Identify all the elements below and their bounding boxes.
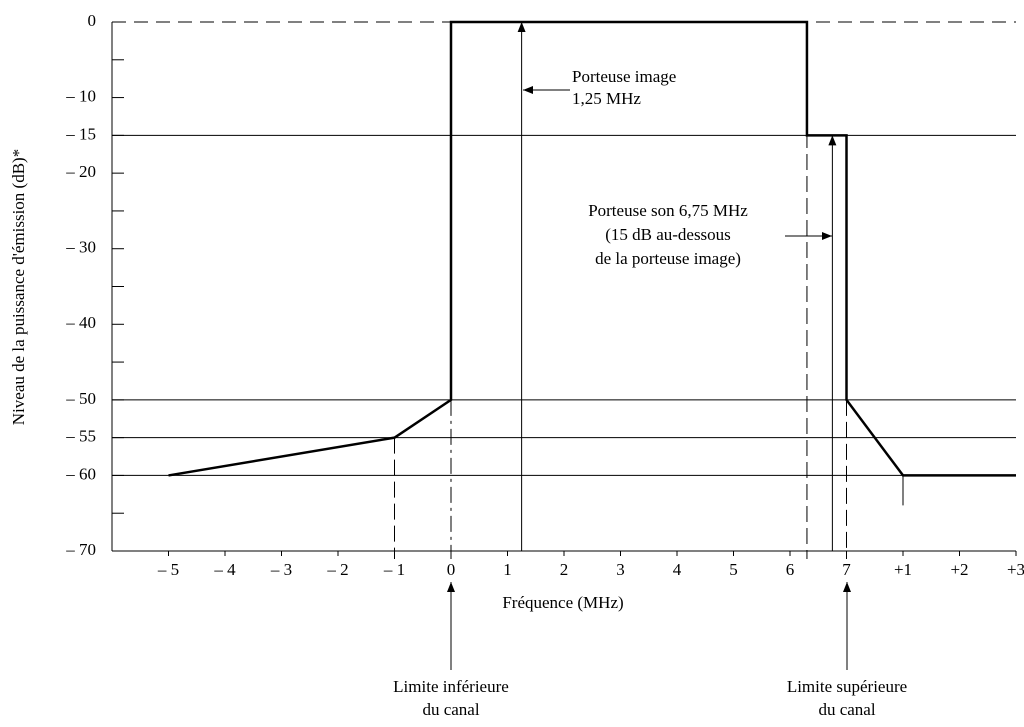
annotation: Porteuse image bbox=[572, 67, 676, 86]
y-tick-label: 0 bbox=[88, 11, 97, 30]
x-tick-label: 6 bbox=[786, 560, 795, 579]
y-tick-label: – 30 bbox=[65, 238, 96, 257]
x-tick-label: 1 bbox=[503, 560, 512, 579]
mask-line bbox=[168, 20, 1016, 477]
x-tick-label: – 4 bbox=[213, 560, 236, 579]
x-tick-label: 5 bbox=[729, 560, 738, 579]
x-axis-label: Fréquence (MHz) bbox=[502, 593, 623, 612]
y-tick-label: – 10 bbox=[65, 86, 96, 105]
x-tick-label: 2 bbox=[560, 560, 569, 579]
y-tick-label: – 60 bbox=[65, 464, 96, 483]
y-tick-label: – 15 bbox=[65, 124, 96, 143]
annotation: du canal bbox=[422, 700, 479, 719]
y-axis-label: Niveau de la puissance d'émission (dB)* bbox=[9, 149, 28, 425]
annotation: du canal bbox=[818, 700, 875, 719]
x-tick-label: 0 bbox=[447, 560, 456, 579]
y-tick-label: – 50 bbox=[65, 389, 96, 408]
x-tick-label: 3 bbox=[616, 560, 625, 579]
x-tick-label: +2 bbox=[950, 560, 968, 579]
annotation: Porteuse son 6,75 MHz bbox=[588, 201, 748, 220]
y-tick-label: – 20 bbox=[65, 162, 96, 181]
x-tick-label: +3 bbox=[1007, 560, 1024, 579]
annotation: de la porteuse image) bbox=[595, 249, 741, 268]
annotation: Limite supérieure bbox=[787, 677, 907, 696]
x-tick-label: – 5 bbox=[157, 560, 179, 579]
x-tick-label: +1 bbox=[894, 560, 912, 579]
x-tick-label: – 2 bbox=[326, 560, 348, 579]
x-tick-label: – 1 bbox=[383, 560, 405, 579]
y-tick-label: – 40 bbox=[65, 313, 96, 332]
annotation: Limite inférieure bbox=[393, 677, 509, 696]
x-tick-label: 7 bbox=[842, 560, 851, 579]
x-tick-label: 4 bbox=[673, 560, 682, 579]
y-tick-label: – 70 bbox=[65, 540, 96, 559]
annotation: 1,25 MHz bbox=[572, 89, 641, 108]
annotation: (15 dB au-dessous bbox=[605, 225, 731, 244]
y-tick-label: – 55 bbox=[65, 427, 96, 446]
x-tick-label: – 3 bbox=[270, 560, 292, 579]
